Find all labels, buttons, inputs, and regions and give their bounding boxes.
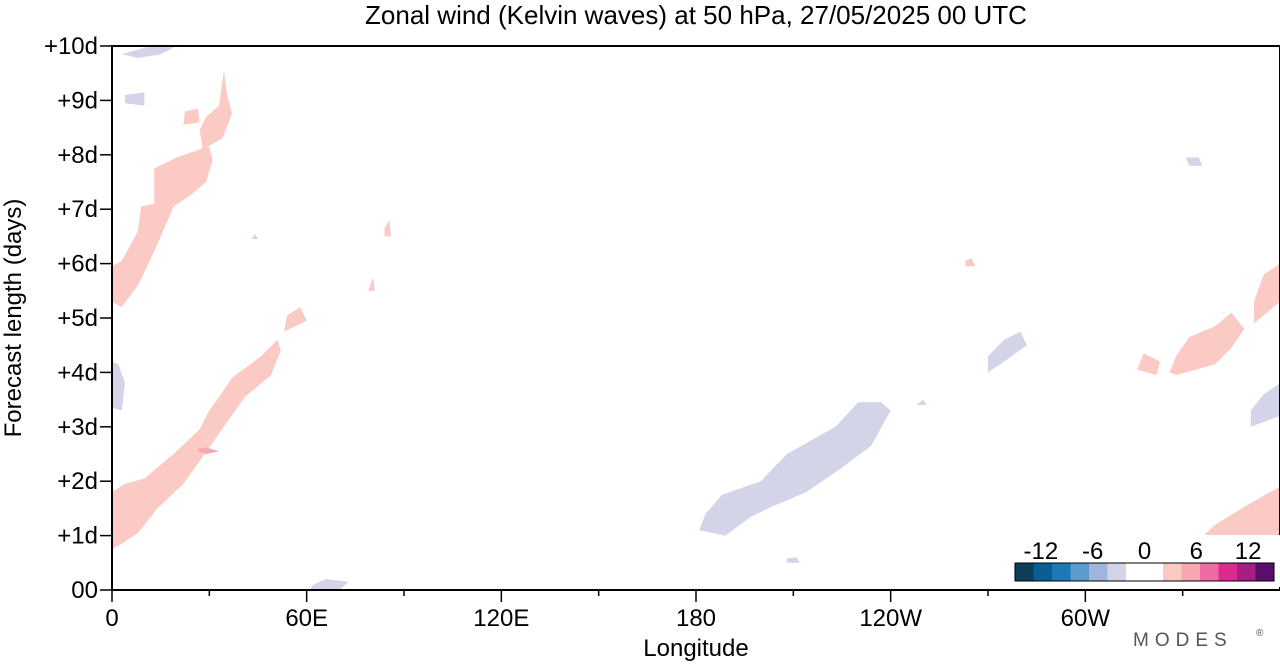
colorbar-swatch: [1052, 563, 1071, 581]
y-tick-label: +9d: [57, 87, 98, 114]
pos-region-10: [1254, 263, 1280, 324]
y-tick-label: +2d: [57, 468, 98, 495]
colorbar-label: -6: [1082, 538, 1103, 565]
x-tick-label: 120E: [473, 605, 529, 632]
neg-region-2: [988, 331, 1027, 373]
pos-region-4: [199, 70, 232, 150]
colorbar-swatch: [1070, 563, 1090, 581]
colorbar-swatch: [1126, 563, 1145, 581]
pos-region-8: [384, 220, 391, 237]
pos-region-1: [112, 339, 281, 550]
colorbar-swatch: [1089, 563, 1108, 581]
pos-region-9: [965, 258, 975, 267]
colorbar-frame: [1014, 562, 1275, 582]
y-axis-label: Forecast length (days): [0, 199, 27, 438]
brand-registered-mark: ®: [1256, 628, 1264, 639]
colorbar-label: 12: [1235, 538, 1262, 565]
y-tick-label: 00: [71, 577, 98, 604]
x-tick-label: 60W: [1061, 605, 1111, 632]
y-tick-label: +4d: [57, 359, 98, 386]
neg-region-10: [916, 399, 927, 405]
colorbar-label: 6: [1190, 538, 1203, 565]
neg-region-1: [699, 402, 891, 536]
neg-region-11: [251, 233, 258, 240]
colorbar-swatch: [1218, 563, 1238, 581]
x-tick-label: 180: [676, 605, 716, 632]
colorbar-swatch: [1107, 563, 1127, 581]
y-tick-label: +6d: [57, 251, 98, 278]
colorbar-swatch: [1181, 563, 1201, 581]
neg-region-7: [1185, 157, 1203, 166]
y-tick-label: +5d: [57, 305, 98, 332]
x-tick-label: 120W: [859, 605, 922, 632]
colorbar-swatch: [1237, 563, 1256, 581]
colorbar-swatch: [1163, 563, 1182, 581]
neg-region-5: [309, 579, 349, 590]
y-tick-label: +8d: [57, 142, 98, 169]
pos-region-5: [183, 108, 200, 125]
y-tick-label: +1d: [57, 523, 98, 550]
chart-title: Zonal wind (Kelvin waves) at 50 hPa, 27/…: [365, 0, 1027, 30]
y-tick-label: +10d: [44, 33, 98, 60]
neg-region-6: [121, 46, 177, 58]
colorbar-legend: -12 -6 0 6 12: [1009, 535, 1280, 587]
x-axis: 0 60E 120E 180 120W 60W: [105, 590, 1184, 632]
y-tick-label: +3d: [57, 414, 98, 441]
x-axis-label: Longitude: [643, 635, 748, 662]
pos-region-12: [1137, 353, 1160, 376]
y-tick-label: +7d: [57, 196, 98, 223]
brand-logo: MODES ®: [1133, 628, 1264, 651]
pos-region-7: [368, 277, 375, 291]
y-axis: 00 +1d +2d +3d +4d +5d +6d +7d +8d +9d +10d: [44, 33, 112, 604]
x-tick-label: 0: [105, 605, 118, 632]
colorbar-swatch: [1200, 563, 1219, 581]
x-tick-label: 60E: [285, 605, 328, 632]
colorbar-label: 0: [1138, 538, 1151, 565]
colorbar-swatch: [1015, 563, 1034, 581]
pos-region-3: [112, 146, 213, 308]
pos-region-6: [284, 307, 307, 332]
neg-region-4: [112, 361, 125, 411]
neg-region-8: [125, 92, 145, 106]
pos-region-2: [198, 447, 220, 454]
colorbar-label: -12: [1024, 538, 1059, 565]
colorbar-swatch: [1033, 563, 1053, 581]
colorbar-swatch: [1255, 563, 1275, 581]
neg-region-9: [786, 557, 800, 563]
contour-regions: [112, 46, 1280, 590]
brand-wordmark: MODES: [1133, 630, 1233, 651]
colorbar-swatch: [1144, 563, 1164, 581]
neg-region-3: [1250, 383, 1280, 427]
pos-region-11: [1169, 312, 1245, 376]
